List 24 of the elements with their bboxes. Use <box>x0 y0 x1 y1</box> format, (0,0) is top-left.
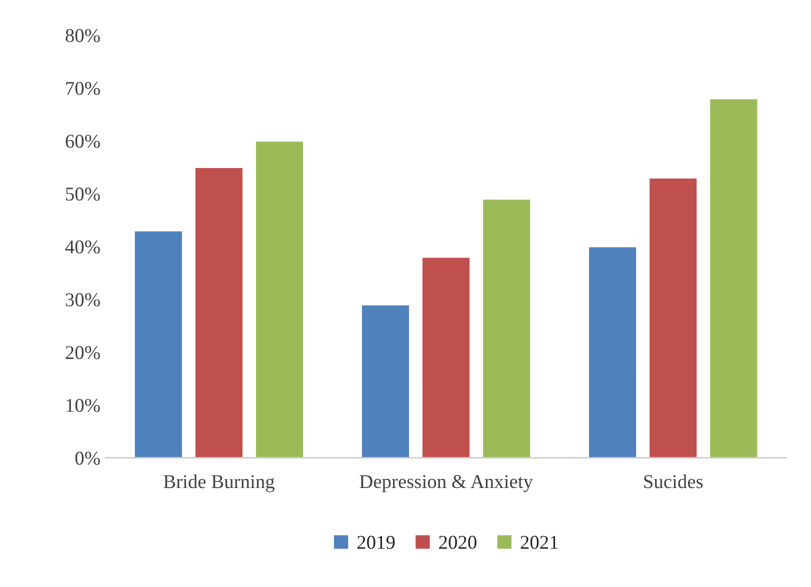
bar <box>588 246 638 458</box>
y-tick-label: 70% <box>66 82 100 96</box>
y-tick-label: 40% <box>65 240 100 254</box>
y-tick-label: 20% <box>66 346 100 360</box>
x-tick-label: Bride Burning <box>164 474 274 492</box>
y-tick-label: 60% <box>66 134 100 148</box>
y-tick-label: 0% <box>75 452 100 465</box>
y-tick-label: 80% <box>66 29 100 42</box>
bar <box>648 177 698 458</box>
bar <box>360 304 410 458</box>
bar <box>134 230 184 458</box>
x-tick-label: Sucides <box>644 474 703 488</box>
legend-label: 2021 <box>520 536 558 549</box>
bar <box>194 166 244 458</box>
y-tick-label: 50% <box>66 188 100 201</box>
x-tick-label: Depression & Anxiety <box>360 475 533 492</box>
legend-label: 2020 <box>439 536 476 549</box>
bar <box>421 256 471 458</box>
y-tick-label: 30% <box>66 293 100 306</box>
bar <box>708 98 759 458</box>
bar <box>254 140 304 458</box>
legend-label: 2019 <box>357 536 395 549</box>
y-tick-label: 10% <box>66 398 100 412</box>
bar <box>482 198 532 458</box>
